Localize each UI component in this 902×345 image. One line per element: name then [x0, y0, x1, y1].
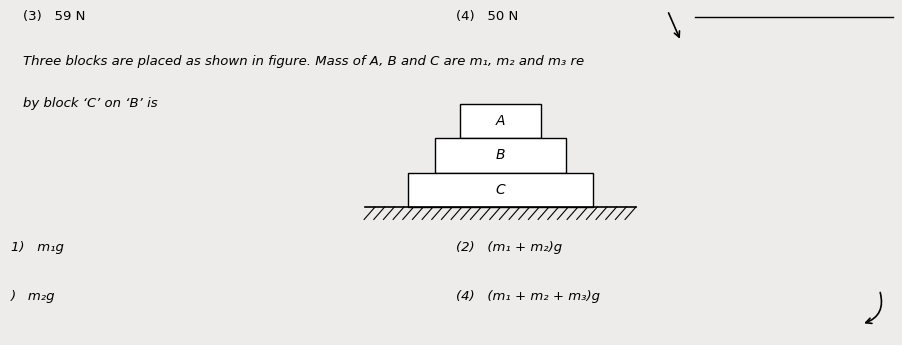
Text: by block ‘C’ on ‘B’ is: by block ‘C’ on ‘B’ is — [23, 97, 157, 110]
Bar — [409, 172, 594, 207]
Bar — [436, 138, 566, 172]
Text: (2)   (m₁ + m₂)g: (2) (m₁ + m₂)g — [456, 241, 562, 255]
Text: 1)   m₁g: 1) m₁g — [11, 241, 64, 255]
Text: A: A — [496, 114, 505, 128]
Text: )   m₂g: ) m₂g — [11, 290, 55, 303]
Text: Three blocks are placed as shown in figure. Mass of A, B and C are m₁, m₂ and m₃: Three blocks are placed as shown in figu… — [23, 55, 584, 68]
Text: B: B — [496, 148, 505, 162]
Bar — [460, 104, 541, 138]
Text: C: C — [496, 183, 505, 197]
Text: (4)   50 N: (4) 50 N — [456, 10, 518, 23]
Text: (3)   59 N: (3) 59 N — [23, 10, 85, 23]
Text: (4)   (m₁ + m₂ + m₃)g: (4) (m₁ + m₂ + m₃)g — [456, 290, 600, 303]
